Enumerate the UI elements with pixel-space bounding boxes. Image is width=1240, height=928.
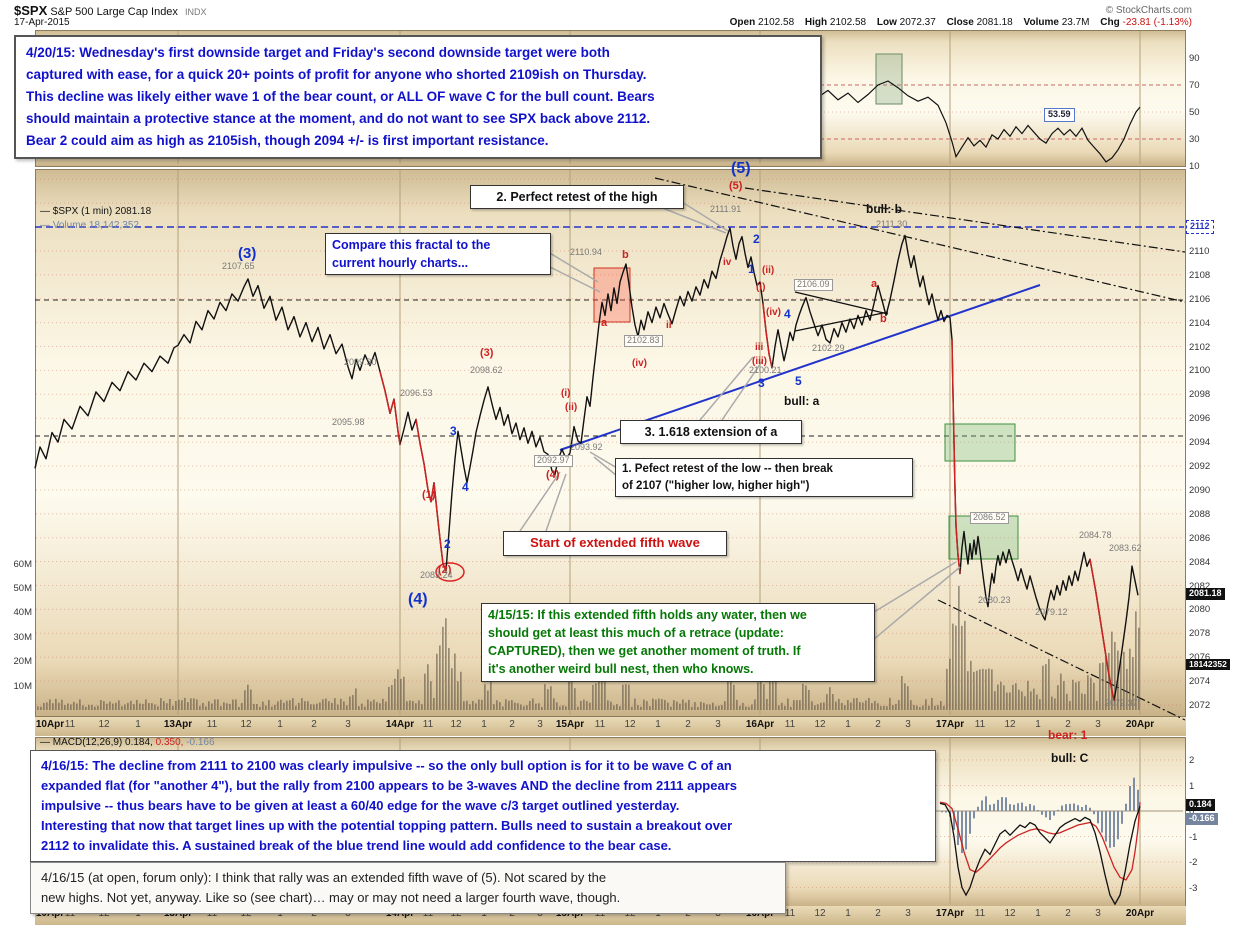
exchange: INDX xyxy=(185,7,207,17)
open-label: Open xyxy=(729,17,756,28)
note-4-16-15: 4/16/15: The decline from 2111 to 2100 w… xyxy=(30,750,936,862)
macd-legend-name: — MACD(12,26,9) 0.184, xyxy=(40,737,153,748)
low-label: Low xyxy=(876,17,897,28)
callout-retest-low: 1. Pefect retest of the low -- then brea… xyxy=(615,458,913,498)
price-legend: — $SPX (1 min) 2081.18 xyxy=(40,206,152,217)
rsi-value-box: 53.59 xyxy=(1044,108,1075,122)
volume-legend: — Volume 18,142,352 xyxy=(40,220,139,231)
callout-compare-fractal: Compare this fractal to the current hour… xyxy=(325,233,551,276)
callout-extension: 3. 1.618 extension of a xyxy=(620,420,802,445)
macd-legend: — MACD(12,26,9) 0.184, 0.350, -0.166 xyxy=(40,737,215,748)
macd-value-box: 0.184 xyxy=(1186,799,1215,811)
close-value: 2081.18 xyxy=(976,17,1013,28)
chg-label: Chg xyxy=(1100,17,1120,28)
last-volume-box: 18142352 xyxy=(1186,659,1230,671)
open-value: 2102.58 xyxy=(757,17,795,28)
callout-fifth-wave: Start of extended fifth wave xyxy=(503,531,727,556)
chart-header-title: $SPX S&P 500 Large Cap Index INDX xyxy=(14,3,207,18)
copyright: © StockCharts.com xyxy=(1105,5,1192,16)
note-4-20-15: 4/20/15: Wednesday's first downside targ… xyxy=(14,35,822,159)
note-4-16-15-forum: 4/16/15 (at open, forum only): I think t… xyxy=(30,862,786,914)
quote-bar: Open 2102.58 High 2102.58 Low 2072.37 Cl… xyxy=(722,17,1192,28)
close-label: Close xyxy=(946,17,974,28)
symbol: $SPX xyxy=(14,3,48,18)
chg-value: -23.81 (-1.13%) xyxy=(1122,17,1192,28)
volume-label: Volume xyxy=(1023,17,1059,28)
last-price-box: 2081.18 xyxy=(1186,588,1225,600)
volume-value: 23.7M xyxy=(1061,17,1090,28)
macd-legend-signal: 0.350, xyxy=(155,737,184,748)
symbol-name: S&P 500 Large Cap Index xyxy=(50,6,178,18)
callout-retrace-note: 4/15/15: If this extended fifth holds an… xyxy=(481,603,875,682)
high-value: 2102.58 xyxy=(829,17,867,28)
callout-retest-high: 2. Perfect retest of the high xyxy=(470,185,684,210)
low-value: 2072.37 xyxy=(899,17,936,28)
alert-price-box: 2112 xyxy=(1186,220,1214,234)
macd-hist-value-box: -0.166 xyxy=(1186,813,1218,825)
chart-date: 17-Apr-2015 xyxy=(14,17,70,28)
macd-legend-hist: -0.166 xyxy=(186,737,215,748)
x-axis-strip xyxy=(35,717,1186,736)
high-label: High xyxy=(804,17,828,28)
